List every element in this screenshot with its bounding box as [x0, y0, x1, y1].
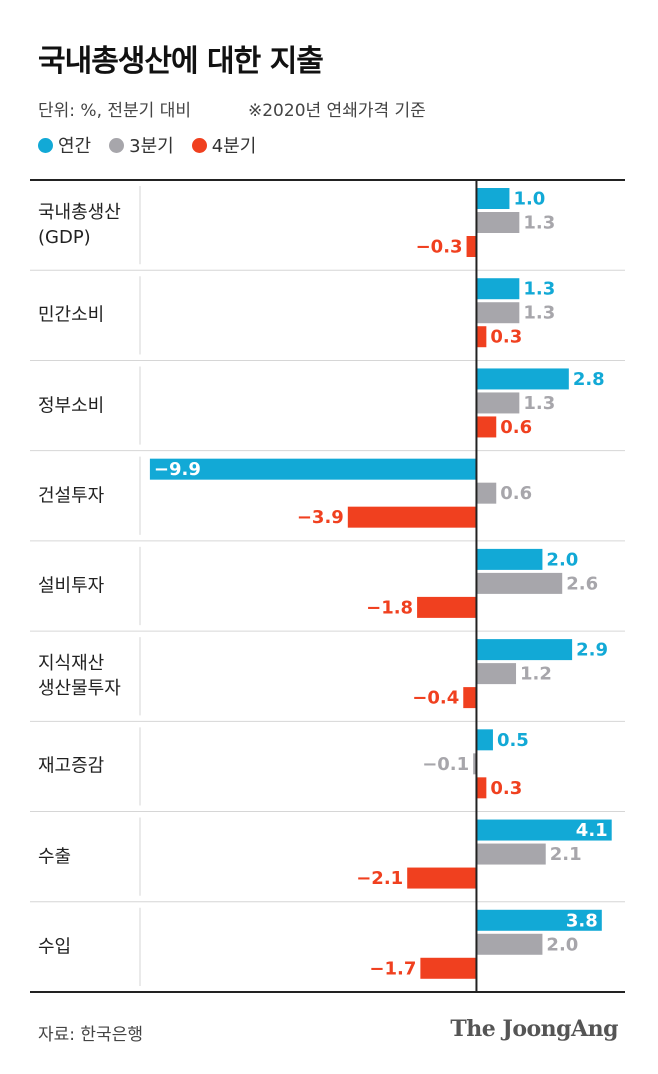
value-label: −0.3 — [416, 237, 463, 258]
value-label: −0.4 — [412, 688, 459, 709]
note: ※2020년 연쇄가격 기준 — [248, 101, 426, 121]
category-label: 국내총생산 (GDP) — [38, 201, 121, 249]
legend: 연간 3분기 4분기 — [38, 132, 256, 158]
legend-label: 3분기 — [129, 136, 174, 157]
legend-item: 4분기 — [191, 132, 257, 158]
value-label: 0.6 — [500, 483, 532, 504]
value-label: 4.1 — [576, 820, 608, 841]
bar — [476, 302, 520, 324]
bar — [476, 548, 543, 570]
value-label: 3.8 — [566, 910, 598, 931]
value-label: 0.3 — [490, 327, 522, 348]
category-label: 수출 — [38, 846, 72, 868]
bar — [476, 639, 573, 661]
bar — [476, 819, 612, 841]
bar — [463, 687, 477, 709]
legend-label: 4분기 — [211, 136, 257, 157]
unit-note: 단위: %, 전분기 대비 — [38, 101, 191, 121]
bar — [476, 777, 487, 799]
bar — [347, 506, 477, 528]
value-label: −1.8 — [366, 597, 413, 618]
value-label: −3.9 — [297, 507, 344, 528]
value-label: 2.0 — [546, 549, 578, 570]
value-label: 1.3 — [523, 213, 555, 234]
bar — [476, 909, 602, 931]
category-label: 수입 — [38, 936, 72, 958]
value-label: 1.0 — [513, 189, 545, 210]
value-label: 0.6 — [500, 417, 532, 438]
value-label: 1.2 — [520, 664, 552, 685]
bar — [476, 278, 520, 300]
bar — [476, 188, 510, 209]
value-label: 2.6 — [566, 573, 598, 594]
value-label: 0.3 — [490, 778, 522, 799]
bar — [466, 236, 477, 257]
value-label: 2.9 — [576, 640, 608, 661]
bar — [476, 212, 520, 233]
bar — [476, 843, 546, 865]
brand: The JoongAng — [450, 1016, 618, 1042]
value-label: −9.9 — [154, 459, 201, 480]
value-label: 2.1 — [550, 844, 582, 865]
bar — [420, 957, 477, 979]
bar — [476, 416, 497, 438]
value-label: 1.3 — [523, 303, 555, 324]
legend-swatch — [109, 137, 125, 153]
category-label: 정부소비 — [38, 394, 105, 416]
category-label: 건설투자 — [38, 485, 105, 507]
bar — [476, 368, 569, 390]
chart-title: 국내총생산에 대한 지출 — [38, 44, 324, 79]
category-label: 지식재산 생산물투자 — [38, 653, 121, 700]
category-label: 재고증감 — [38, 755, 105, 777]
legend-item: 연간 — [38, 132, 91, 158]
bar — [476, 392, 520, 414]
bar — [476, 729, 493, 751]
legend-swatch — [191, 137, 207, 153]
legend-item: 3분기 — [109, 132, 174, 158]
value-label: −2.1 — [356, 868, 403, 889]
bar — [476, 326, 487, 348]
bar — [407, 867, 477, 889]
category-label: 설비투자 — [38, 575, 105, 597]
bar — [473, 753, 477, 775]
bar — [417, 596, 477, 618]
value-label: −0.1 — [422, 754, 469, 775]
source: 자료: 한국은행 — [38, 1025, 143, 1045]
bar — [476, 482, 497, 504]
legend-swatch — [38, 137, 53, 153]
value-label: 2.8 — [573, 369, 605, 390]
category-label: 민간소비 — [38, 304, 105, 326]
legend-label: 연간 — [58, 136, 92, 157]
value-label: 1.3 — [523, 279, 555, 300]
value-label: 2.0 — [546, 934, 578, 955]
bar — [149, 458, 477, 480]
bar — [476, 663, 517, 685]
bar — [476, 933, 543, 955]
value-label: −1.7 — [369, 958, 416, 979]
bar — [476, 572, 563, 594]
value-label: 0.5 — [497, 730, 529, 751]
value-label: 1.3 — [523, 393, 555, 414]
